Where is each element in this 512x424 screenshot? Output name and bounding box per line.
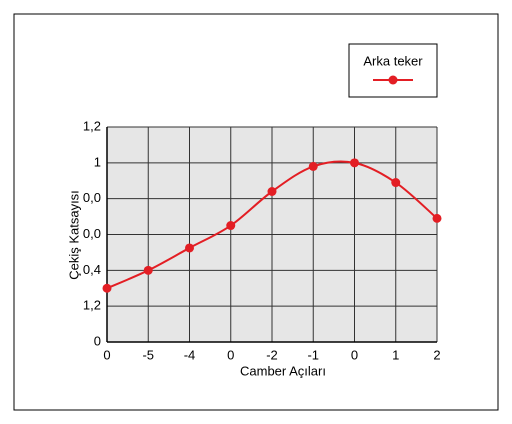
data-point — [143, 265, 153, 275]
y-tick-label: 1 — [94, 154, 101, 169]
legend-label: Arka teker — [363, 53, 423, 68]
data-point — [102, 283, 112, 293]
x-tick-label: 2 — [433, 347, 440, 362]
y-tick-label: 1,2 — [83, 118, 101, 133]
x-tick-label: -5 — [142, 347, 154, 362]
y-tick-label: 0,4 — [83, 262, 101, 277]
x-tick-label: -2 — [266, 347, 278, 362]
data-point — [308, 161, 318, 171]
data-point — [432, 213, 442, 223]
legend: Arka teker — [348, 43, 438, 98]
data-point — [391, 178, 401, 188]
x-tick-label: 1 — [392, 347, 399, 362]
data-point — [185, 243, 194, 253]
x-tick-label: -4 — [184, 347, 196, 362]
x-tick-label: 0 — [227, 347, 234, 362]
x-axis-title: Camber Açıları — [240, 363, 326, 378]
x-tick-label: -1 — [307, 347, 319, 362]
y-tick-label: 0,0 — [83, 190, 101, 205]
legend-box — [348, 43, 438, 98]
x-tick-label: 0 — [103, 347, 110, 362]
data-point — [267, 187, 277, 196]
y-tick-label: 0 — [94, 333, 101, 348]
x-tick-label: 0 — [351, 347, 358, 362]
data-point — [226, 221, 236, 231]
data-point — [350, 158, 359, 168]
y-tick-label: 0,0 — [83, 226, 101, 241]
y-tick-label: 1,2 — [83, 298, 101, 313]
legend-marker — [388, 75, 398, 85]
y-axis-title: Çekiş Katsayısı — [66, 190, 81, 280]
